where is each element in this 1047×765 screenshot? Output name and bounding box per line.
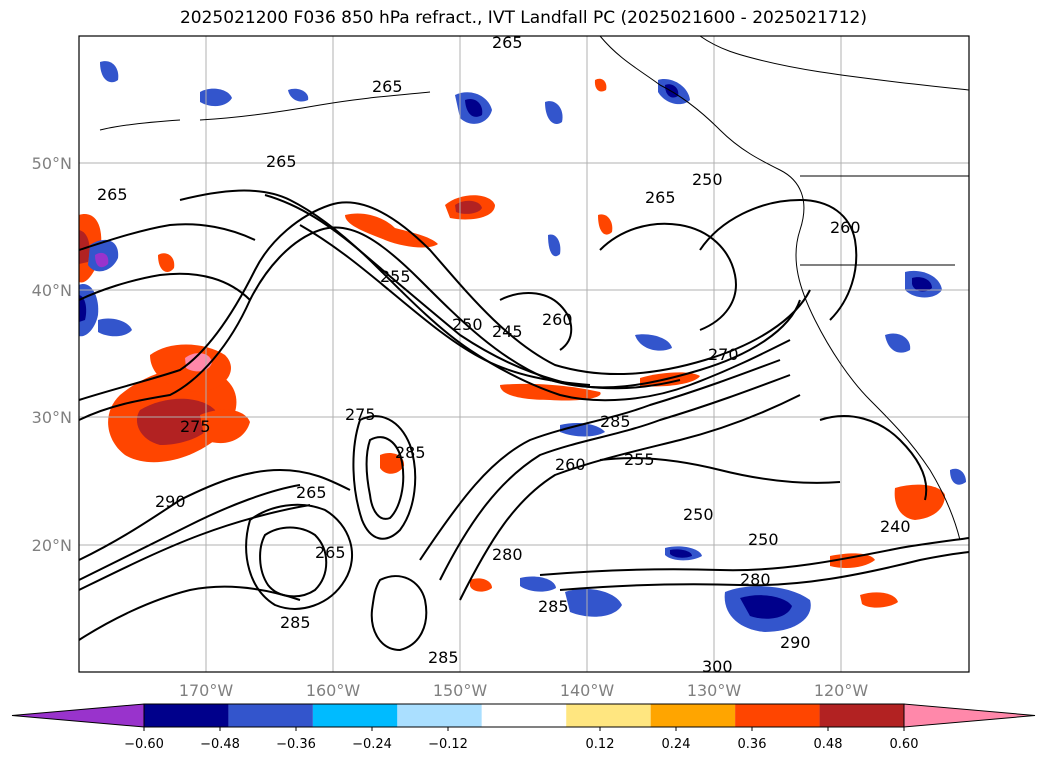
contour-label: 255	[380, 267, 411, 286]
contour-label: 285	[538, 597, 569, 616]
contour-label: 300	[702, 657, 733, 676]
contour-label: 265	[266, 152, 297, 171]
contour-label: 285	[395, 443, 426, 462]
contour-label: 285	[600, 412, 631, 431]
contour-label: 270	[708, 345, 739, 364]
contour-label: 290	[155, 492, 186, 511]
contour-lines	[78, 189, 970, 652]
contour-label: 265	[97, 185, 128, 204]
contour-label: 280	[740, 570, 771, 589]
lat-label: 30°N	[32, 408, 72, 427]
contour-label: 265	[492, 33, 523, 52]
contour-label: 260	[555, 455, 586, 474]
contour-label: 265	[645, 188, 676, 207]
colorbar-tick-label: −0.24	[352, 737, 392, 752]
map-plot-area: 265 265 265 265 265 250 260 255 250 245 …	[78, 33, 970, 676]
contour-label: 275	[345, 405, 376, 424]
lon-label: 160°W	[306, 681, 361, 700]
colorbar-tick-label: 0.12	[586, 737, 615, 752]
contour-label: 275	[180, 417, 211, 436]
contour-label: 285	[280, 613, 311, 632]
contour-labels: 265 265 265 265 265 250 260 255 250 245 …	[97, 33, 911, 676]
contour-label: 265	[372, 77, 403, 96]
colorbar: −0.60 −0.48 −0.36 −0.24 −0.12 0.12 0.24 0.36 0.4…	[11, 703, 1036, 752]
colorbar-tick-label: −0.60	[124, 737, 164, 752]
lat-label: 40°N	[32, 281, 72, 300]
colorbar-segment	[312, 704, 398, 727]
contour-label: 250	[692, 170, 723, 189]
lon-label: 150°W	[433, 681, 488, 700]
colorbar-segment	[819, 704, 904, 727]
contour-label: 280	[492, 545, 523, 564]
map-title: 2025021200 F036 850 hPa refract., IVT La…	[179, 8, 867, 28]
latitude-labels: 50°N 40°N 30°N 20°N	[32, 154, 72, 555]
contour-label: 260	[542, 310, 573, 329]
contour-label: 245	[492, 322, 523, 341]
lon-label: 170°W	[179, 681, 234, 700]
colorbar-tick-label: 0.48	[814, 737, 843, 752]
colorbar-tick-label: −0.36	[276, 737, 316, 752]
colorbar-extension-low	[11, 703, 145, 728]
colorbar-segment	[228, 704, 313, 727]
colorbar-tick-label: 0.60	[890, 737, 919, 752]
colorbar-frame	[143, 703, 905, 728]
map-frame	[78, 35, 970, 673]
colorbar-segment	[397, 704, 482, 727]
lon-label: 120°W	[814, 681, 869, 700]
lat-label: 50°N	[32, 154, 72, 173]
contour-label: 250	[452, 315, 483, 334]
contour-label: 265	[296, 483, 327, 502]
contour-label: 250	[748, 530, 779, 549]
colorbar-extension-high	[903, 703, 1036, 728]
contour-label: 265	[315, 543, 346, 562]
contour-label: 250	[683, 505, 714, 524]
colorbar-tick-label: 0.36	[738, 737, 767, 752]
colorbar-segment	[566, 704, 651, 727]
colorbar-segment	[144, 704, 229, 727]
contour-label: 240	[880, 517, 911, 536]
coastlines	[99, 35, 970, 541]
colorbar-tick-label: −0.12	[428, 737, 468, 752]
contour-label: 285	[428, 648, 459, 667]
gridlines	[79, 36, 969, 672]
contour-label: 255	[624, 450, 655, 469]
lat-label: 20°N	[32, 536, 72, 555]
colorbar-segment	[735, 704, 820, 727]
colorbar-segment	[481, 704, 567, 727]
longitude-labels: 170°W 160°W 150°W 140°W 130°W 120°W	[179, 681, 869, 700]
lon-label: 130°W	[687, 681, 742, 700]
contour-label: 260	[830, 218, 861, 237]
lon-label: 140°W	[560, 681, 615, 700]
colorbar-tick-label: −0.48	[200, 737, 240, 752]
colorbar-tick-label: 0.24	[662, 737, 691, 752]
contour-label: 290	[780, 633, 811, 652]
colorbar-segment	[650, 704, 736, 727]
